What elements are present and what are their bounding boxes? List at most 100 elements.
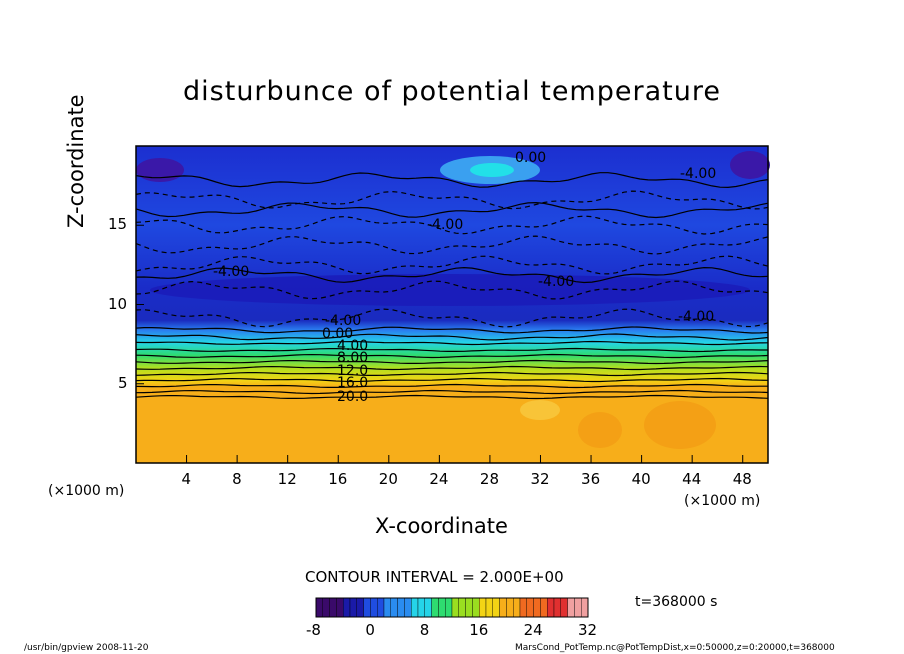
contour-line [135, 389, 769, 395]
colorbar-cell [336, 597, 344, 618]
contour-line [135, 333, 769, 341]
colorbar-cell [560, 597, 568, 618]
contour-line [135, 383, 768, 389]
colorbar-tick-label: -8 [306, 621, 321, 639]
colorbar-cell [417, 597, 426, 618]
x-axis-label: X-coordinate [375, 514, 508, 538]
colorbar-cell [526, 597, 534, 618]
colorbar-cell [349, 597, 358, 618]
colorbar-cell [438, 597, 446, 618]
colorbar-cell [574, 597, 582, 618]
colorbar-cell [411, 597, 419, 618]
contour-line [135, 172, 769, 189]
colorbar-cell [424, 597, 432, 618]
warm-core-top [470, 163, 514, 177]
colorbar-tick-label: 16 [469, 621, 489, 639]
y-axis-ticks [136, 224, 144, 385]
x-tick-label: 44 [682, 470, 702, 488]
contour-label: 0.00 [515, 150, 547, 166]
colorbar-cell [479, 597, 487, 618]
colorbar-cell [370, 597, 378, 618]
x-tick-label: 28 [479, 470, 499, 488]
colorbar-cell [445, 597, 453, 618]
warm-blob [644, 401, 716, 449]
cold-patch-right [730, 151, 770, 179]
colorbar-cell [329, 597, 337, 618]
colorbar-cell [567, 597, 575, 618]
colorbar-cell [404, 597, 412, 618]
y-tick-label: 10 [108, 294, 128, 313]
x-tick-label: 16 [328, 470, 348, 488]
contour-label: -4.00 [680, 166, 717, 182]
colorbar-cell [485, 597, 494, 618]
colorbar-cell [492, 597, 500, 618]
x-tick-label: 24 [429, 470, 449, 488]
colorbar-cell [540, 597, 548, 618]
x-tick-label: 4 [181, 470, 192, 488]
footer-right: MarsCond_PotTemp.nc@PotTempDist,x=0:5000… [515, 643, 835, 653]
warm-light [520, 400, 560, 420]
colorbar-cell [356, 597, 364, 618]
contour-label: -4.00 [538, 274, 575, 290]
colorbar-cell [451, 597, 460, 618]
x-tick-label: 48 [732, 470, 752, 488]
contour-line [135, 394, 769, 400]
chart-title: disturbunce of potential temperature [183, 76, 721, 107]
colorbar-cell [499, 597, 507, 618]
contour-line [135, 201, 769, 219]
contour-label: -4.00 [678, 309, 715, 325]
contour-label: 0.00 [322, 326, 354, 342]
contour-label: 20.0 [337, 389, 369, 405]
contour-label: 16.0 [337, 375, 369, 391]
y-tick-label: 5 [118, 373, 128, 392]
y-tick-label: 15 [108, 215, 128, 234]
contour-label: 8.00 [337, 350, 369, 366]
y-axis-label: Z-coordinate [64, 94, 88, 228]
x-tick-label: 12 [277, 470, 297, 488]
colorbar-cell [553, 597, 562, 618]
contour-label: 4.00 [337, 338, 369, 354]
colorbar-cell [343, 597, 351, 618]
x-tick-label: 36 [581, 470, 601, 488]
time-label: t=368000 s [635, 594, 718, 610]
colorbar-cell [581, 597, 589, 618]
contour-line [135, 365, 769, 371]
x-tick-label: 8 [232, 470, 242, 488]
x-tick-label: 20 [378, 470, 398, 488]
colorbar [315, 597, 589, 618]
colorbar-cell [390, 597, 398, 618]
colorbar-cell [547, 597, 555, 618]
colorbar-frame [315, 597, 589, 618]
colorbar-cell [383, 597, 392, 618]
colorbar-tick-label: 32 [578, 621, 598, 639]
contour-line [135, 359, 769, 365]
colorbar-cell [458, 597, 466, 618]
x-tick-label: 40 [631, 470, 651, 488]
colorbar-cell [322, 597, 330, 618]
colorbar-cell [506, 597, 514, 618]
contour-line [135, 326, 769, 334]
contour-line [135, 266, 769, 284]
contour-label: -4.00 [325, 313, 362, 329]
contour-line [135, 377, 769, 383]
colorbar-cell [431, 597, 439, 618]
colorbar-tick-label: 8 [419, 621, 430, 639]
warm-blob-2 [578, 412, 622, 448]
colorbar-cell [465, 597, 473, 618]
colorbar-cell [397, 597, 405, 618]
y-unit-label: (×1000 m) [48, 483, 125, 499]
contour-line [135, 340, 769, 346]
contour-line [135, 353, 769, 359]
colorbar-tick-label: 0 [365, 621, 375, 639]
x-axis-ticks [186, 455, 744, 463]
cold-band [150, 274, 750, 306]
colorbar-cell [363, 597, 371, 618]
x-unit-label: (×1000 m) [684, 493, 761, 509]
colorbar-cell [513, 597, 521, 618]
contour-line [135, 371, 769, 377]
contour-interval-label: CONTOUR INTERVAL = 2.000E+00 [305, 568, 564, 586]
x-tick-label: 32 [530, 470, 550, 488]
contour-label: 12.0 [337, 363, 369, 379]
contour-line [135, 347, 768, 353]
